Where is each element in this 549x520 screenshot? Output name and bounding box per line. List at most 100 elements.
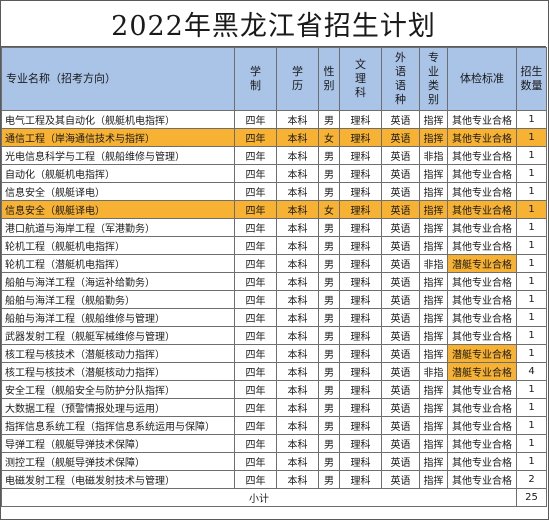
degree-cell: 本科 — [276, 200, 319, 219]
gender-cell: 男 — [318, 272, 340, 291]
degree-cell: 本科 — [276, 236, 319, 255]
subject-track-cell: 理科 — [339, 344, 382, 363]
foreign-language-cell: 英语 — [381, 470, 420, 489]
major-category-cell: 指挥 — [419, 452, 448, 471]
physical-standard-cell: 其他专业合格 — [447, 380, 517, 399]
foreign-language-cell: 英语 — [381, 290, 420, 309]
quota-cell: 1 — [516, 110, 547, 129]
subject-track-cell: 理科 — [339, 254, 382, 273]
table-row: 船舶与海洋工程（舰船维修与管理） 四年 本科男理科 英语 指挥 其他专业合格 1 — [1, 308, 547, 327]
duration-cell: 四年 — [234, 470, 277, 489]
quota-cell: 1 — [516, 254, 547, 273]
table-row: 核工程与核技术（潜艇核动力指挥） 四年 本科男理科 英语 指挥 潜艇专业合格 1 — [1, 344, 547, 363]
physical-standard-cell: 其他专业合格 — [447, 290, 517, 309]
degree-cell: 本科 — [276, 254, 319, 273]
major-name-cell: 船舶与海洋工程（海运补给勤务） — [1, 272, 235, 291]
major-name-cell: 自动化（舰艇机电指挥） — [1, 164, 235, 183]
gender-cell: 男 — [318, 254, 340, 273]
duration-cell: 四年 — [234, 344, 277, 363]
subject-track-cell: 理科 — [339, 290, 382, 309]
degree-cell: 本科 — [276, 164, 319, 183]
duration-cell: 四年 — [234, 452, 277, 471]
major-category-cell: 指挥 — [419, 200, 448, 219]
duration-cell: 四年 — [234, 326, 277, 345]
major-name-cell: 核工程与核技术（潜艇核动力指挥） — [1, 362, 235, 381]
physical-standard-cell: 其他专业合格 — [447, 236, 517, 255]
subject-track-cell: 理科 — [339, 200, 382, 219]
duration-cell: 四年 — [234, 272, 277, 291]
table-row: 武器发射工程（舰艇军械维修与管理） 四年 本科男理科 英语 指挥 其他专业合格 1 — [1, 326, 547, 345]
quota-cell: 1 — [516, 236, 547, 255]
major-name-cell: 通信工程（岸海通信技术与指挥） — [1, 128, 235, 147]
quota-cell: 1 — [516, 434, 547, 453]
degree-cell: 本科 — [276, 308, 319, 327]
major-category-cell: 指挥 — [419, 164, 448, 183]
foreign-language-cell: 英语 — [381, 218, 420, 237]
quota-cell: 1 — [516, 344, 547, 363]
quota-cell: 1 — [516, 452, 547, 471]
foreign-language-cell: 英语 — [381, 344, 420, 363]
foreign-language-cell: 英语 — [381, 308, 420, 327]
subject-track-cell: 理科 — [339, 416, 382, 435]
physical-standard-cell: 潜艇专业合格 — [447, 254, 517, 273]
major-category-cell: 非指 — [419, 254, 448, 273]
gender-cell: 男 — [318, 452, 340, 471]
foreign-language-cell: 英语 — [381, 182, 420, 201]
gender-cell: 女 — [318, 200, 340, 219]
gender-cell: 男 — [318, 164, 340, 183]
gender-cell: 男 — [318, 146, 340, 165]
subject-track-cell: 理科 — [339, 164, 382, 183]
major-name-cell: 信息安全（舰艇译电） — [1, 200, 235, 219]
physical-standard-cell: 其他专业合格 — [447, 452, 517, 471]
degree-cell: 本科 — [276, 380, 319, 399]
foreign-language-cell: 英语 — [381, 398, 420, 417]
major-name-cell: 安全工程（舰船安全与防护分队指挥） — [1, 380, 235, 399]
quota-cell: 1 — [516, 164, 547, 183]
gender-cell: 男 — [318, 470, 340, 489]
major-name-cell: 指挥信息系统工程（指挥信息系统运用与保障） — [1, 416, 235, 435]
major-name-cell: 轮机工程（舰艇机电指挥） — [1, 236, 235, 255]
table-row: 指挥信息系统工程（指挥信息系统运用与保障） 四年 本科男理科 英语 指挥 其他专业合格 1 — [1, 416, 547, 435]
enrollment-plan-table: 专业名称（招考方向） 学制 学历 性别 文理科 外语语种 专业类别 体检标准 招… — [1, 47, 547, 507]
table-row: 港口航道与海岸工程（军港勤务） 四年 本科男理科 英语 指挥 其他专业合格 1 — [1, 218, 547, 237]
duration-cell: 四年 — [234, 254, 277, 273]
table-row: 电磁发射工程（电磁发射技术与管理） 四年 本科男理科 英语 指挥 其他专业合格 2 — [1, 470, 547, 489]
foreign-language-cell: 英语 — [381, 110, 420, 129]
gender-cell: 男 — [318, 416, 340, 435]
gender-cell: 男 — [318, 236, 340, 255]
degree-cell: 本科 — [276, 182, 319, 201]
major-name-cell: 电磁发射工程（电磁发射技术与管理） — [1, 470, 235, 489]
major-category-cell: 指挥 — [419, 470, 448, 489]
quota-cell: 1 — [516, 416, 547, 435]
subject-track-cell: 理科 — [339, 452, 382, 471]
foreign-language-cell: 英语 — [381, 362, 420, 381]
subject-track-cell: 理科 — [339, 380, 382, 399]
foreign-language-cell: 英语 — [381, 326, 420, 345]
gender-cell: 男 — [318, 434, 340, 453]
quota-cell: 1 — [516, 290, 547, 309]
major-name-cell: 船舶与海洋工程（舰船勤务） — [1, 290, 235, 309]
degree-cell: 本科 — [276, 398, 319, 417]
physical-standard-cell: 潜艇专业合格 — [447, 362, 517, 381]
total-value: 25 — [516, 488, 547, 507]
duration-cell: 四年 — [234, 200, 277, 219]
duration-cell: 四年 — [234, 398, 277, 417]
subject-track-cell: 理科 — [339, 218, 382, 237]
table-row: 轮机工程（潜艇机电指挥） 四年 本科男理科 英语 非指 潜艇专业合格 1 — [1, 254, 547, 273]
quota-cell: 1 — [516, 272, 547, 291]
subject-track-cell: 理科 — [339, 146, 382, 165]
duration-cell: 四年 — [234, 362, 277, 381]
subject-track-cell: 理科 — [339, 110, 382, 129]
quota-cell: 1 — [516, 200, 547, 219]
major-category-cell: 指挥 — [419, 308, 448, 327]
duration-cell: 四年 — [234, 308, 277, 327]
foreign-language-cell: 英语 — [381, 128, 420, 147]
gender-cell: 男 — [318, 218, 340, 237]
subject-track-cell: 理科 — [339, 326, 382, 345]
header-foreign-language: 外语语种 — [381, 47, 420, 111]
degree-cell: 本科 — [276, 146, 319, 165]
major-category-cell: 指挥 — [419, 110, 448, 129]
major-name-cell: 武器发射工程（舰艇军械维修与管理） — [1, 326, 235, 345]
major-category-cell: 指挥 — [419, 290, 448, 309]
table-row: 轮机工程（舰艇机电指挥） 四年 本科男理科 英语 指挥 其他专业合格 1 — [1, 236, 547, 255]
